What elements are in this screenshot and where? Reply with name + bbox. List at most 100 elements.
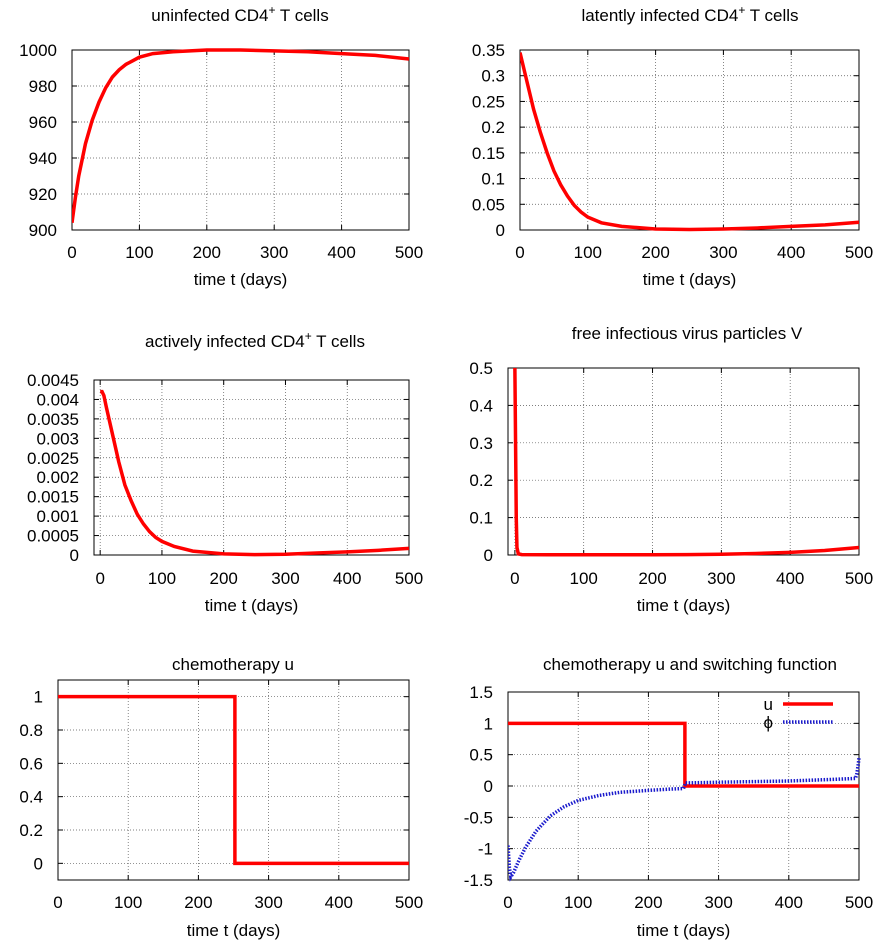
latently-infected-y-tick-label: 0.2 bbox=[481, 118, 505, 137]
free-virus-x-tick-label: 200 bbox=[638, 569, 666, 588]
free-virus-title-text: free infectious virus particles V bbox=[572, 324, 803, 343]
chemotherapy-y-tick-label: 0.2 bbox=[19, 821, 43, 840]
chemotherapy-x-tick-label: 300 bbox=[254, 893, 282, 912]
actively-infected-plot-frame bbox=[93, 379, 410, 556]
free-virus-series-line bbox=[513, 367, 860, 557]
uninfected-x-tick-label: 300 bbox=[260, 243, 288, 262]
chart-free-virus-particles: 0 100 200 300 400 500 0 0.1 0.2 0.3 0.4 0.5 free inf… bbox=[469, 324, 873, 615]
actively-infected-y-tick-label: 0.0025 bbox=[27, 449, 79, 468]
chemotherapy-switching-y-tick-label: -0.5 bbox=[464, 808, 493, 827]
chart-actively-infected-cells: 0 100 200 300 400 50000.00050.0010.00150.0020… bbox=[27, 329, 423, 615]
actively-infected-y-tick-label: 0.002 bbox=[36, 468, 79, 487]
actively-infected-title-superscript: + bbox=[305, 329, 312, 343]
actively-infected-y-tick-label: 0.001 bbox=[36, 507, 79, 526]
latently-infected-x-tick-label: 200 bbox=[641, 243, 669, 262]
latently-infected-y-tick-label: 0 bbox=[496, 221, 505, 240]
chemotherapy-x-tick-label: 500 bbox=[395, 893, 423, 912]
uninfected-y-tick-label: 900 bbox=[29, 221, 57, 240]
free-virus-y-tick-label: 0.3 bbox=[469, 434, 493, 453]
chemotherapy-switching-title-text: chemotherapy u and switching function bbox=[543, 655, 837, 674]
chemotherapy-series-line bbox=[58, 694, 409, 866]
uninfected-title-suffix: T cells bbox=[275, 6, 328, 25]
actively-infected-x-tick-label: 200 bbox=[210, 569, 238, 588]
latently-infected-y-tick-label: 0.05 bbox=[472, 195, 505, 214]
chemotherapy-x-tick-label: 0 bbox=[53, 893, 62, 912]
latently-infected-x-tick-label: 500 bbox=[845, 243, 873, 262]
free-virus-y-tick-label: 0.5 bbox=[469, 359, 493, 378]
chemotherapy-switching-y-tick-label: 0 bbox=[484, 777, 493, 796]
actively-infected-x-axis-label: time t (days) bbox=[205, 596, 299, 615]
actively-infected-y-tick-label: 0.003 bbox=[36, 429, 79, 448]
latently-infected-x-axis-label: time t (days) bbox=[643, 270, 737, 289]
latently-infected-y-tick-label: 0.3 bbox=[481, 67, 505, 86]
free-virus-x-tick-label: 300 bbox=[707, 569, 735, 588]
chemotherapy-y-tick-label: 0.4 bbox=[19, 788, 43, 807]
latently-infected-title-suffix: T cells bbox=[745, 6, 798, 25]
uninfected-x-tick-label: 500 bbox=[395, 243, 423, 262]
chemotherapy-x-tick-label: 200 bbox=[184, 893, 212, 912]
latently-infected-y-tick-label: 0.15 bbox=[472, 144, 505, 163]
uninfected-title-superscript: + bbox=[268, 3, 275, 17]
actively-infected-y-tick-label: 0.0045 bbox=[27, 371, 79, 390]
uninfected-x-axis-label: time t (days) bbox=[194, 270, 288, 289]
uninfected-y-tick-label: 1000 bbox=[19, 41, 57, 60]
free-virus-y-tick-label: 0.4 bbox=[469, 396, 493, 415]
free-virus-y-tick-label: 0 bbox=[484, 546, 493, 565]
chemotherapy-y-tick-label: 0 bbox=[34, 854, 43, 873]
uninfected-title-text: uninfected CD4 bbox=[151, 6, 268, 25]
chemotherapy-switching-x-tick-label: 400 bbox=[775, 893, 803, 912]
latently-infected-title-superscript: + bbox=[738, 3, 745, 17]
chemotherapy-switching-x-tick-label: 300 bbox=[704, 893, 732, 912]
latently-infected-x-tick-label: 0 bbox=[515, 243, 524, 262]
chemotherapy-switching-series-u bbox=[508, 721, 859, 788]
legend-label-u: u bbox=[764, 695, 773, 714]
chemotherapy-switching-y-tick-label: 0.5 bbox=[469, 746, 493, 765]
chemotherapy-y-tick-label: 0.6 bbox=[19, 754, 43, 773]
chemotherapy-switching-y-tick-label: 1 bbox=[484, 714, 493, 733]
actively-infected-title-text: actively infected CD4 bbox=[145, 332, 305, 351]
actively-infected-y-tick-label: 0.0015 bbox=[27, 488, 79, 507]
free-virus-x-tick-label: 500 bbox=[845, 569, 873, 588]
chemotherapy-x-tick-label: 400 bbox=[325, 893, 353, 912]
chemotherapy-switching-x-tick-label: 200 bbox=[634, 893, 662, 912]
chemotherapy-plot-frame bbox=[57, 679, 410, 881]
chemotherapy-switching-y-tick-label: -1 bbox=[478, 840, 493, 859]
uninfected-y-tick-label: 920 bbox=[29, 185, 57, 204]
actively-infected-x-tick-label: 400 bbox=[333, 569, 361, 588]
free-virus-y-tick-label: 0.2 bbox=[469, 471, 493, 490]
chemotherapy-title: chemotherapy u bbox=[172, 655, 294, 674]
latently-infected-y-tick-label: 0.1 bbox=[481, 170, 505, 189]
latently-infected-y-tick-label: 0.25 bbox=[472, 92, 505, 111]
actively-infected-title: actively infected CD4+ T cells bbox=[145, 329, 365, 351]
chemotherapy-switching-y-tick-label: 1.5 bbox=[469, 683, 493, 702]
legend-label-phi: ϕ bbox=[763, 713, 773, 732]
free-virus-x-tick-label: 100 bbox=[570, 569, 598, 588]
uninfected-y-tick-label: 960 bbox=[29, 113, 57, 132]
latently-infected-x-tick-label: 400 bbox=[777, 243, 805, 262]
uninfected-x-tick-label: 100 bbox=[125, 243, 153, 262]
uninfected-x-tick-label: 0 bbox=[67, 243, 76, 262]
uninfected-x-tick-label: 400 bbox=[327, 243, 355, 262]
uninfected-series-line bbox=[72, 48, 410, 224]
actively-infected-y-tick-label: 0.0005 bbox=[27, 527, 79, 546]
actively-infected-y-tick-label: 0.004 bbox=[36, 390, 79, 409]
free-virus-title: free infectious virus particles V bbox=[572, 324, 803, 343]
latently-infected-x-tick-label: 100 bbox=[574, 243, 602, 262]
latently-infected-series-line bbox=[520, 52, 860, 232]
actively-infected-title-suffix: T cells bbox=[312, 332, 365, 351]
actively-infected-x-tick-label: 0 bbox=[95, 569, 104, 588]
uninfected-plot-frame bbox=[71, 49, 410, 231]
chemotherapy-x-tick-label: 100 bbox=[114, 893, 142, 912]
chemotherapy-switching-series-phi bbox=[508, 757, 861, 882]
chemotherapy-x-axis-label: time t (days) bbox=[187, 921, 281, 940]
uninfected-title: uninfected CD4+ T cells bbox=[151, 3, 328, 25]
chemotherapy-y-tick-label: 1 bbox=[34, 688, 43, 707]
actively-infected-y-tick-label: 0.0035 bbox=[27, 410, 79, 429]
chart-uninfected-cells: 0 100 200 300 400 500 900 920 940 960 980 1000 uninf… bbox=[19, 3, 423, 289]
uninfected-x-tick-label: 200 bbox=[193, 243, 221, 262]
free-virus-y-tick-label: 0.1 bbox=[469, 509, 493, 528]
free-virus-x-tick-label: 400 bbox=[776, 569, 804, 588]
chemotherapy-switching-title: chemotherapy u and switching function bbox=[543, 655, 837, 674]
chemotherapy-switching-x-tick-label: 0 bbox=[503, 893, 512, 912]
